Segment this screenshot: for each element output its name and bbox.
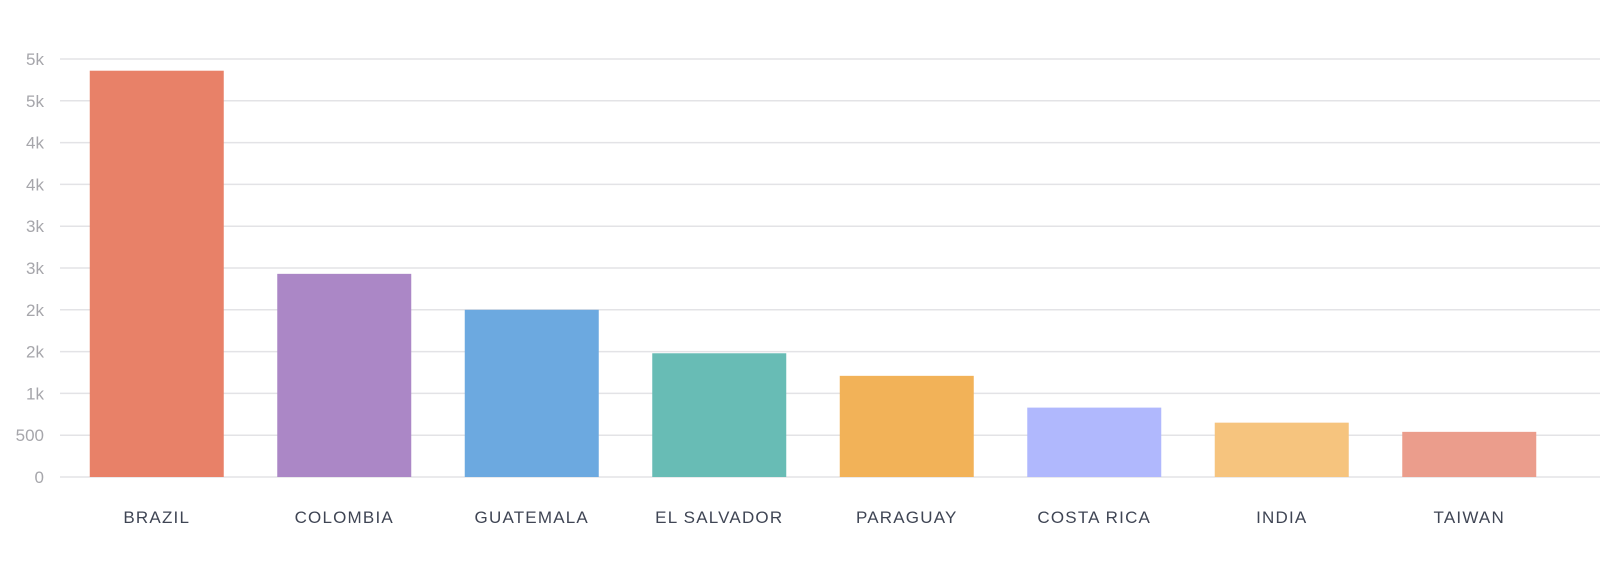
bar-colombia[interactable] [277,273,412,477]
y-tick-label: 4k [26,175,44,194]
bar-costa-rica[interactable] [1027,407,1162,477]
bar-brazil[interactable] [89,70,224,477]
x-tick-label: COSTA RICA [1037,508,1151,527]
y-tick-label: 3k [26,217,44,236]
bar-el-salvador[interactable] [652,353,787,477]
bar-taiwan[interactable] [1402,431,1537,477]
bars [89,70,1537,477]
y-tick-label: 5k [26,50,44,69]
y-tick-label: 4k [26,134,44,153]
y-tick-label: 1k [26,384,44,403]
x-tick-label: PARAGUAY [856,508,958,527]
x-axis-labels: BRAZIL COLOMBIA GUATEMALA EL SALVADOR PARAGU… [123,508,1505,527]
x-tick-label: INDIA [1256,508,1307,527]
y-tick-label: 500 [16,426,44,445]
x-tick-label: COLOMBIA [295,508,394,527]
bar-paraguay[interactable] [839,375,974,477]
y-axis-ticks: 0 500 1k 2k 2k 3k 3k 4k 4k 5k 5k [16,50,45,487]
x-tick-label: BRAZIL [123,508,190,527]
y-tick-label: 0 [35,468,44,487]
x-tick-label: TAIWAN [1434,508,1505,527]
y-tick-label: 2k [26,343,44,362]
y-tick-label: 3k [26,259,44,278]
bar-india[interactable] [1214,422,1349,477]
bar-guatemala[interactable] [464,309,599,477]
x-tick-label: GUATEMALA [475,508,589,527]
y-tick-label: 5k [26,92,44,111]
x-tick-label: EL SALVADOR [655,508,783,527]
y-tick-label: 2k [26,301,44,320]
